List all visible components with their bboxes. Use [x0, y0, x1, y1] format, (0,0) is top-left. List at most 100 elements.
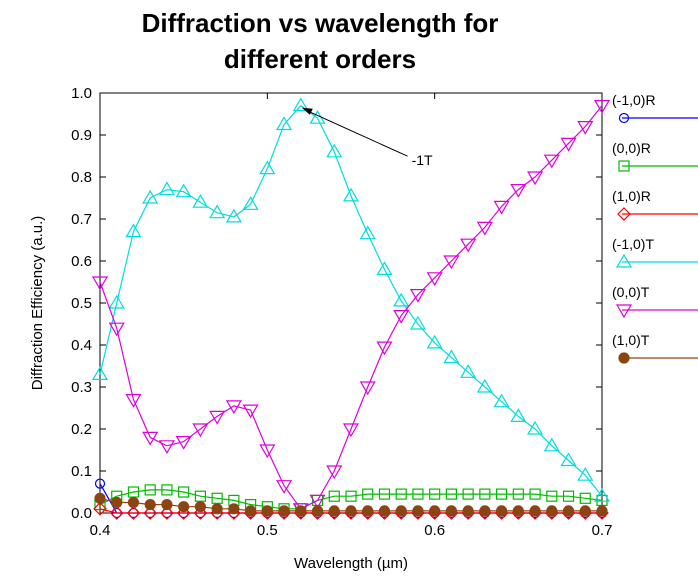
data-point	[476, 221, 493, 236]
data-point	[529, 505, 541, 517]
legend-item: (1,0)T	[612, 332, 698, 364]
data-point	[527, 171, 544, 186]
annotation-label: -1T	[412, 152, 433, 168]
data-point	[143, 506, 158, 520]
data-point	[527, 420, 544, 435]
data-point	[593, 488, 611, 502]
data-point	[445, 488, 457, 500]
data-point	[326, 465, 343, 480]
legend-label: (0,0)T	[612, 284, 650, 300]
data-point	[493, 200, 510, 215]
data-point	[529, 488, 541, 500]
data-point	[144, 499, 156, 511]
legend-item: (-1,0)T	[612, 236, 698, 268]
y-tick-label: 0.3	[71, 379, 92, 396]
data-point	[209, 204, 226, 219]
y-axis-title: Diffraction Efficiency (a.u.)	[29, 216, 46, 391]
data-point	[326, 143, 343, 158]
data-point	[161, 499, 173, 511]
data-point	[109, 506, 124, 520]
data-point	[158, 181, 175, 196]
data-point	[579, 492, 591, 504]
legend-item: (1,0)R	[612, 188, 698, 221]
data-point	[409, 289, 426, 303]
series-5	[94, 492, 608, 517]
chart-title-line-1: Diffraction vs wavelength for	[141, 8, 499, 38]
y-tick-label: 0.5	[71, 295, 92, 312]
data-point	[577, 467, 594, 481]
data-point	[395, 505, 407, 517]
data-point	[409, 315, 426, 330]
data-point	[211, 503, 223, 515]
data-point	[460, 364, 477, 378]
y-tick-label: 1.0	[71, 85, 92, 102]
data-point	[194, 501, 206, 513]
data-point	[445, 505, 457, 517]
data-point	[496, 488, 508, 500]
data-point	[242, 404, 259, 419]
data-point	[91, 366, 109, 380]
series-line	[99, 105, 603, 510]
data-point	[160, 506, 174, 520]
data-point	[125, 223, 142, 238]
data-point	[144, 484, 156, 496]
data-point	[562, 490, 575, 502]
data-point	[462, 505, 474, 517]
legend-item: (0,0)T	[612, 284, 698, 319]
legend-item: (0,0)R	[612, 140, 698, 172]
data-point	[209, 410, 226, 425]
data-point	[345, 490, 357, 502]
data-point	[111, 496, 123, 509]
data-point	[362, 488, 374, 500]
annotation-arrow-head	[301, 107, 313, 115]
y-tick-label: 0.9	[71, 127, 92, 144]
data-point	[94, 478, 106, 489]
legend-swatch-marker	[615, 253, 633, 268]
data-point	[496, 505, 508, 517]
data-point	[512, 505, 524, 517]
data-point	[127, 496, 140, 509]
data-point	[345, 505, 357, 517]
data-point	[593, 99, 611, 114]
data-point	[192, 194, 209, 208]
data-point	[342, 423, 360, 438]
data-point	[546, 505, 558, 517]
x-tick-label: 0.4	[90, 522, 111, 539]
data-point	[510, 408, 527, 422]
legend-swatch-marker	[617, 207, 631, 221]
data-point	[479, 505, 491, 517]
data-point	[311, 505, 324, 517]
y-tick-label: 0.8	[71, 169, 92, 186]
data-point	[142, 431, 159, 446]
legend-label: (0,0)R	[612, 140, 651, 156]
data-point	[546, 490, 558, 502]
data-point	[412, 505, 424, 517]
data-point	[309, 494, 326, 509]
data-point	[276, 480, 293, 494]
data-point	[426, 334, 443, 349]
data-point	[426, 272, 443, 286]
data-point	[178, 486, 190, 498]
legend-swatch-marker	[618, 160, 630, 172]
data-point	[560, 452, 577, 467]
data-point	[295, 505, 307, 517]
y-tick-label: 0.4	[71, 337, 92, 354]
legend-swatch-marker	[618, 352, 630, 364]
data-point	[94, 492, 106, 504]
data-point	[242, 196, 259, 210]
data-point	[261, 505, 273, 517]
data-point	[126, 506, 141, 520]
data-point	[328, 505, 340, 517]
y-tick-label: 0.7	[71, 211, 92, 228]
data-point	[543, 437, 560, 452]
data-point	[378, 488, 391, 500]
data-point	[462, 488, 474, 500]
data-point	[192, 423, 209, 438]
data-point	[108, 294, 125, 309]
data-point	[161, 484, 173, 496]
data-point	[393, 310, 410, 324]
data-point	[342, 187, 360, 202]
data-point	[225, 208, 242, 223]
data-point	[510, 184, 527, 198]
data-point	[359, 225, 376, 240]
